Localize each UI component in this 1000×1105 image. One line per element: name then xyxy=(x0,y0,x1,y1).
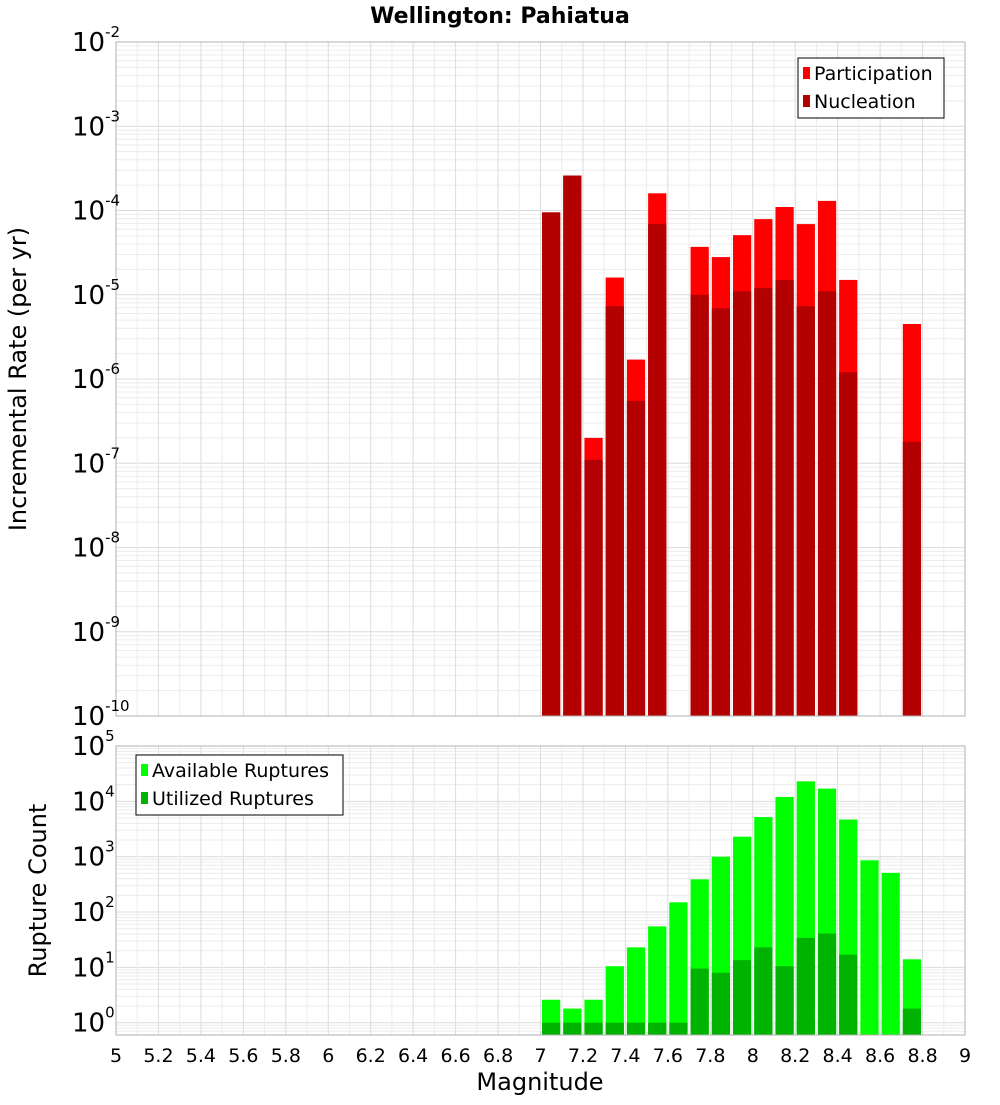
count-panel: 100 101 102 103 104 105 Rupture Count Available… xyxy=(24,727,966,1039)
rate-legend-box xyxy=(797,57,945,119)
rate-bar xyxy=(754,288,773,716)
count-legend-label: Utilized Ruptures xyxy=(152,788,314,810)
rate-legend: Participation Nucleation xyxy=(797,57,945,119)
count-bar xyxy=(839,954,858,1035)
chart-title: Wellington: Pahiatua xyxy=(370,4,630,29)
count-bar xyxy=(690,968,709,1035)
count-y-tick-label: 101 xyxy=(72,948,115,983)
count-y-tick-label: 102 xyxy=(72,893,115,928)
x-tick-label: 6.2 xyxy=(356,1045,386,1067)
x-tick-label: 5.2 xyxy=(143,1045,173,1067)
rate-bar xyxy=(817,291,837,716)
rate-legend-label: Nucleation xyxy=(814,91,916,113)
rate-y-axis-label: Incremental Rate (per yr) xyxy=(4,227,32,531)
count-legend-swatch xyxy=(141,792,148,804)
rate-bar xyxy=(733,291,752,716)
rate-y-tick-label: 10-8 xyxy=(72,529,120,564)
x-tick-label: 8.4 xyxy=(823,1045,853,1067)
x-tick-label: 7.4 xyxy=(610,1045,640,1067)
count-y-axis-label: Rupture Count xyxy=(24,804,52,978)
rate-panel: 10-10 10-9 10-8 10-7 10-6 10-5 10-4 10-3 10-2 Inc… xyxy=(4,23,966,732)
rate-y-tick-label: 10-2 xyxy=(72,23,120,58)
count-bar xyxy=(796,937,815,1035)
rate-legend-label: Participation xyxy=(814,63,933,85)
x-tick-label: 5.6 xyxy=(228,1045,258,1067)
count-bar xyxy=(648,926,667,1035)
count-bar xyxy=(669,1022,688,1035)
x-tick-label: 8.6 xyxy=(865,1045,895,1067)
x-tick-label: 5.4 xyxy=(186,1045,216,1067)
x-tick-label: 8 xyxy=(747,1045,759,1067)
rate-y-tick-label: 10-10 xyxy=(72,697,130,732)
count-bar xyxy=(584,1022,603,1035)
x-tick-label: 6.8 xyxy=(483,1045,513,1067)
x-tick-label: 7.8 xyxy=(695,1045,725,1067)
rate-y-tick-label: 10-7 xyxy=(72,444,120,479)
x-tick-label: 5 xyxy=(110,1045,122,1067)
rate-series-2 xyxy=(542,175,922,717)
count-y-tick-label: 104 xyxy=(72,782,115,817)
count-bar xyxy=(881,872,900,1035)
rate-y-tick-label: 10-3 xyxy=(72,107,120,142)
count-bar xyxy=(605,1022,624,1035)
count-bar xyxy=(605,966,624,1035)
rate-bar xyxy=(563,175,582,716)
rate-bar xyxy=(690,294,709,716)
count-bar xyxy=(626,1022,646,1035)
count-bar xyxy=(733,960,752,1035)
count-bar xyxy=(860,860,879,1035)
count-legend: Available Ruptures Utilized Ruptures xyxy=(135,754,344,816)
count-frame xyxy=(115,745,966,1036)
x-tick-label: 7.2 xyxy=(568,1045,598,1067)
rate-bar xyxy=(584,459,603,716)
x-tick-label: 6.6 xyxy=(440,1045,470,1067)
count-y-tick-label: 105 xyxy=(72,727,115,762)
rate-y-tick-label: 10-5 xyxy=(72,276,120,311)
count-y-tick-label: 100 xyxy=(72,1004,115,1039)
rate-bar xyxy=(542,212,561,717)
rate-bar xyxy=(711,308,731,716)
count-bar xyxy=(754,947,773,1035)
x-axis-label: Magnitude xyxy=(476,1068,603,1096)
x-tick-label: 7.6 xyxy=(653,1045,683,1067)
rate-frame xyxy=(115,41,966,717)
x-tick-label: 8.8 xyxy=(907,1045,937,1067)
x-tick-label: 8.2 xyxy=(780,1045,810,1067)
rate-bar xyxy=(605,306,624,716)
count-bar xyxy=(563,1022,582,1035)
rate-bar xyxy=(775,279,794,716)
x-tick-label: 7 xyxy=(534,1045,546,1067)
count-legend-box xyxy=(135,754,344,816)
rate-y-tick-label: 10-6 xyxy=(72,360,120,395)
count-bar xyxy=(817,933,837,1035)
count-bar xyxy=(648,1022,667,1035)
rate-bar xyxy=(648,224,667,716)
rate-legend-swatch xyxy=(803,67,810,79)
rate-bar xyxy=(626,400,646,716)
count-bar xyxy=(626,947,646,1035)
rate-bar xyxy=(839,372,858,716)
x-tick-label: 6 xyxy=(322,1045,334,1067)
rate-y-tick-label: 10-4 xyxy=(72,192,120,227)
rate-y-tick-label: 10-9 xyxy=(72,613,120,648)
count-bar xyxy=(775,966,794,1035)
x-tick-label: 9 xyxy=(959,1045,971,1067)
rate-bar xyxy=(796,306,815,716)
x-tick-label: 5.8 xyxy=(271,1045,301,1067)
count-legend-label: Available Ruptures xyxy=(152,760,329,782)
rate-legend-swatch xyxy=(803,95,810,107)
count-series-2 xyxy=(542,933,922,1035)
rate-bar xyxy=(902,441,922,716)
count-bar xyxy=(542,1022,561,1035)
count-bar xyxy=(902,1008,922,1035)
count-y-tick-label: 103 xyxy=(72,838,115,873)
rate-gridlines xyxy=(115,42,966,717)
x-tick-label: 6.4 xyxy=(398,1045,428,1067)
count-bar xyxy=(669,902,688,1035)
count-bar xyxy=(711,972,731,1035)
count-legend-swatch xyxy=(141,764,148,776)
